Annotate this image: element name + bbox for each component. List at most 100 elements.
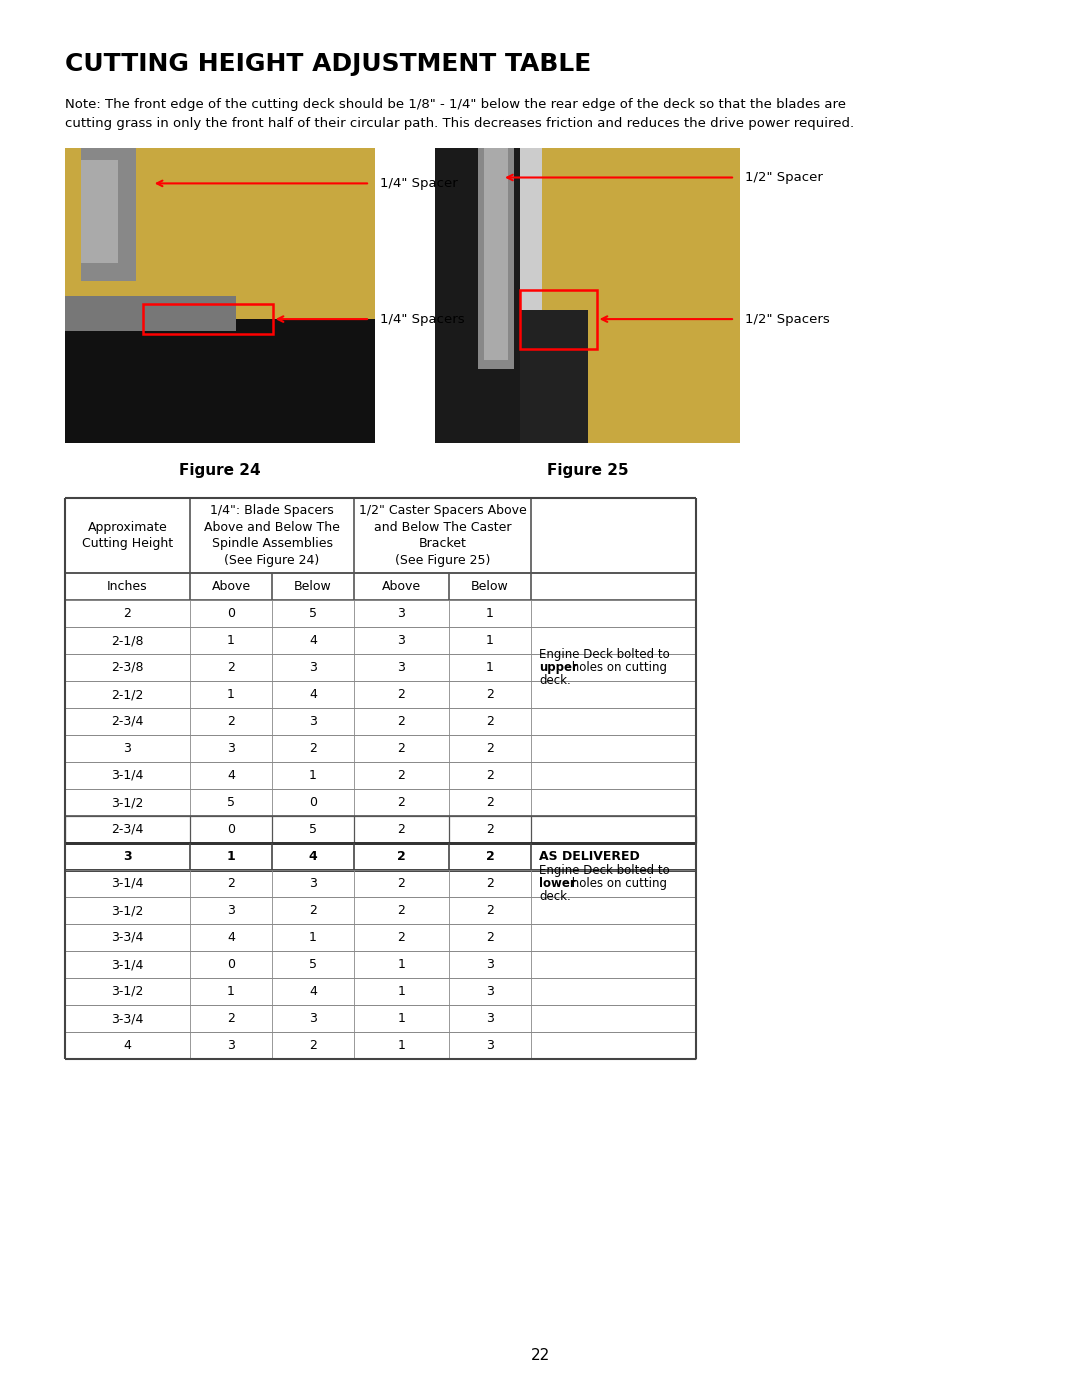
Text: deck.: deck. [539, 673, 570, 687]
Text: 1/4" Spacer: 1/4" Spacer [380, 177, 458, 190]
Text: 2: 2 [397, 877, 405, 890]
Text: upper: upper [539, 661, 578, 673]
Text: 3-1/2: 3-1/2 [111, 985, 144, 997]
Text: 1/4" Spacers: 1/4" Spacers [380, 313, 464, 326]
Text: 3: 3 [486, 1011, 494, 1025]
Text: 3: 3 [123, 742, 132, 754]
Text: 3-3/4: 3-3/4 [111, 930, 144, 944]
Text: 2-3/8: 2-3/8 [111, 661, 144, 673]
Text: 2: 2 [397, 715, 405, 728]
Text: 1: 1 [486, 608, 494, 620]
Text: 2: 2 [486, 877, 494, 890]
Text: 5: 5 [309, 608, 318, 620]
Text: 4: 4 [227, 930, 235, 944]
Text: 0: 0 [227, 958, 235, 971]
Text: 1/4": Blade Spacers
Above and Below The
Spindle Assemblies
(See Figure 24): 1/4": Blade Spacers Above and Below The … [204, 504, 340, 567]
Text: 3: 3 [309, 715, 316, 728]
Text: 3-1/2: 3-1/2 [111, 904, 144, 916]
Text: 2: 2 [397, 768, 405, 782]
Text: 3: 3 [486, 1039, 494, 1052]
Text: Engine Deck bolted to: Engine Deck bolted to [539, 648, 670, 661]
Text: 1/2" Caster Spacers Above
and Below The Caster
Bracket
(See Figure 25): 1/2" Caster Spacers Above and Below The … [359, 504, 526, 567]
Text: 3: 3 [486, 985, 494, 997]
Text: 2-3/4: 2-3/4 [111, 715, 144, 728]
Text: 3: 3 [227, 1039, 235, 1052]
Text: 2: 2 [227, 715, 235, 728]
Text: 3: 3 [397, 661, 405, 673]
Text: Below: Below [471, 580, 509, 592]
Text: 2: 2 [486, 742, 494, 754]
Bar [65, 296, 235, 331]
Text: 3-1/2: 3-1/2 [111, 796, 144, 809]
Text: 5: 5 [227, 796, 235, 809]
Text: 2: 2 [397, 687, 405, 701]
Text: holes on cutting: holes on cutting [568, 877, 667, 890]
Text: 1: 1 [397, 985, 405, 997]
Bar [65, 319, 375, 443]
Text: 3: 3 [309, 1011, 316, 1025]
Text: 1: 1 [486, 661, 494, 673]
Text: 2: 2 [486, 687, 494, 701]
Text: 3-1/4: 3-1/4 [111, 768, 144, 782]
Text: 2: 2 [486, 904, 494, 916]
Bar [435, 148, 542, 443]
Text: deck.: deck. [539, 890, 570, 902]
Text: 3: 3 [123, 849, 132, 863]
Bar [477, 148, 514, 369]
Text: 2: 2 [227, 1011, 235, 1025]
Text: 2: 2 [227, 877, 235, 890]
Text: 1: 1 [227, 985, 235, 997]
Text: 3: 3 [227, 904, 235, 916]
Bar [81, 148, 136, 281]
Text: Above: Above [212, 580, 251, 592]
Text: 2-3/4: 2-3/4 [111, 823, 144, 835]
Text: 2: 2 [486, 768, 494, 782]
Text: 3: 3 [309, 661, 316, 673]
Text: 2: 2 [397, 904, 405, 916]
Text: 3: 3 [227, 742, 235, 754]
Text: 1: 1 [227, 634, 235, 647]
Text: 0: 0 [309, 796, 318, 809]
Bar [81, 159, 118, 263]
Text: 4: 4 [309, 849, 318, 863]
Text: 2: 2 [397, 742, 405, 754]
Text: 2: 2 [309, 742, 316, 754]
Text: Inches: Inches [107, 580, 148, 592]
Text: Figure 25: Figure 25 [546, 462, 629, 478]
Text: Approximate
Cutting Height: Approximate Cutting Height [82, 521, 173, 550]
Text: Above: Above [382, 580, 421, 592]
Text: 3: 3 [309, 877, 316, 890]
Bar [435, 148, 521, 443]
Text: 2: 2 [486, 715, 494, 728]
Text: 2: 2 [397, 823, 405, 835]
Text: 1: 1 [397, 958, 405, 971]
Text: 2-1/8: 2-1/8 [111, 634, 144, 647]
Text: Engine Deck bolted to: Engine Deck bolted to [539, 863, 670, 877]
Text: 0: 0 [227, 823, 235, 835]
Text: 2: 2 [486, 849, 495, 863]
Bar [521, 289, 596, 349]
Text: 2: 2 [397, 796, 405, 809]
Text: 3-1/4: 3-1/4 [111, 958, 144, 971]
Text: Note: The front edge of the cutting deck should be 1/8" - 1/4" below the rear ed: Note: The front edge of the cutting deck… [65, 98, 854, 130]
Text: 3-3/4: 3-3/4 [111, 1011, 144, 1025]
Bar [484, 148, 509, 360]
Text: 4: 4 [309, 687, 316, 701]
Text: 1/2" Spacer: 1/2" Spacer [745, 170, 823, 184]
Bar [542, 148, 740, 443]
Text: 2: 2 [309, 904, 316, 916]
Text: 3: 3 [486, 958, 494, 971]
Text: 2: 2 [486, 796, 494, 809]
Text: 3-1/4: 3-1/4 [111, 877, 144, 890]
Text: AS DELIVERED: AS DELIVERED [539, 849, 639, 863]
Text: Below: Below [294, 580, 332, 592]
Text: 4: 4 [227, 768, 235, 782]
Text: 4: 4 [123, 1039, 132, 1052]
Text: lower: lower [539, 877, 576, 890]
Text: 1: 1 [486, 634, 494, 647]
Text: 3: 3 [397, 634, 405, 647]
Bar [143, 305, 272, 334]
Text: CUTTING HEIGHT ADJUSTMENT TABLE: CUTTING HEIGHT ADJUSTMENT TABLE [65, 52, 591, 75]
Bar [521, 310, 588, 443]
Text: 2: 2 [486, 823, 494, 835]
